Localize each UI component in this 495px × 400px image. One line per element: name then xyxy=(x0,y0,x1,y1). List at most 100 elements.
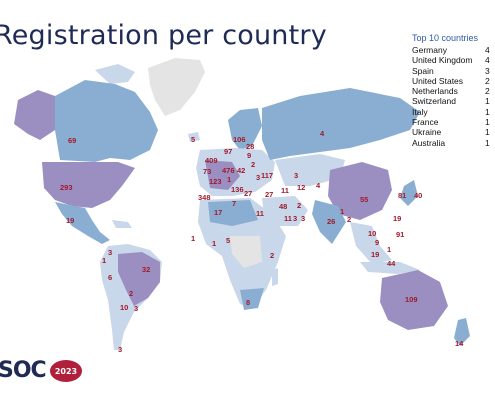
top10-value: 1 xyxy=(485,127,490,138)
region-australia xyxy=(380,270,448,330)
map-label: 2 xyxy=(270,251,274,260)
region-china xyxy=(328,162,392,220)
region-central-asia xyxy=(275,154,345,186)
top10-panel: Top 10 countries Germany 4 United Kingdom… xyxy=(412,33,495,148)
top10-country: Switzerland xyxy=(412,96,456,107)
top10-country: France xyxy=(412,117,439,128)
map-label: 3 xyxy=(301,214,305,223)
region-greenland xyxy=(148,58,205,116)
region-north-africa xyxy=(208,200,258,226)
map-label: 19 xyxy=(393,214,401,223)
map-label: 81 xyxy=(398,191,406,200)
map-label: 109 xyxy=(405,295,418,304)
map-label: 10 xyxy=(368,229,376,238)
map-label: 5 xyxy=(191,135,195,144)
map-label: 5 xyxy=(226,236,230,245)
top10-country: Ukraine xyxy=(412,127,442,138)
top10-row: Germany 4 xyxy=(412,45,495,55)
top10-value: 2 xyxy=(485,86,490,97)
map-label: 73 xyxy=(203,167,211,176)
region-brazil xyxy=(118,252,160,306)
top10-country: Spain xyxy=(412,65,434,76)
map-label: 91 xyxy=(396,230,404,239)
top10-row: Spain 3 xyxy=(412,66,495,76)
map-label: 3 xyxy=(294,171,298,180)
top10-value: 2 xyxy=(485,75,490,86)
top10-row: Switzerland 1 xyxy=(412,96,495,106)
map-label: 10 xyxy=(120,303,128,312)
map-label: 97 xyxy=(224,147,232,156)
map-label: 2 xyxy=(129,289,133,298)
top10-value: 1 xyxy=(485,106,490,117)
map-label: 42 xyxy=(237,166,245,175)
region-alaska xyxy=(14,90,58,140)
map-label: 3 xyxy=(256,173,260,182)
top10-country: United States xyxy=(412,75,464,86)
top10-row: Netherlands 2 xyxy=(412,86,495,96)
top10-row: France 1 xyxy=(412,117,495,127)
top10-value: 3 xyxy=(485,65,490,76)
map-label: 1 xyxy=(227,175,231,184)
region-russia xyxy=(262,88,420,160)
map-label: 9 xyxy=(247,151,251,160)
top10-row: Australia 1 xyxy=(412,138,495,148)
logo-year-badge: 2023 xyxy=(50,360,82,382)
region-mexico xyxy=(55,202,110,244)
map-label: 4 xyxy=(316,181,321,190)
map-label: 11 xyxy=(284,214,292,223)
map-label: 117 xyxy=(261,171,273,180)
map-label: 409 xyxy=(205,156,218,165)
region-indonesia xyxy=(360,262,420,274)
top10-country: Italy xyxy=(412,106,428,117)
top10-value: 1 xyxy=(485,117,490,128)
map-label: 293 xyxy=(60,183,73,192)
logo-wordmark: SOC xyxy=(0,358,47,383)
map-label: 8 xyxy=(246,298,250,307)
map-label: 136 xyxy=(231,185,244,194)
map-label: 69 xyxy=(68,136,76,145)
top10-country: Germany xyxy=(412,45,447,55)
map-label: 1 xyxy=(387,245,391,254)
map-label: 3 xyxy=(118,345,122,354)
map-label: 40 xyxy=(414,191,422,200)
map-label: 1 xyxy=(102,256,106,265)
map-label: 27 xyxy=(265,190,273,199)
map-label: 32 xyxy=(142,265,150,274)
top10-country: United Kingdom xyxy=(412,55,473,66)
top10-value: 4 xyxy=(485,45,490,55)
top10-value: 1 xyxy=(485,137,490,148)
map-label: 26 xyxy=(327,217,335,226)
region-india xyxy=(312,200,346,244)
top10-country: Australia xyxy=(412,137,446,148)
map-label: 6 xyxy=(108,273,112,282)
region-south-africa xyxy=(240,288,264,310)
map-label: 1 xyxy=(340,207,344,216)
region-madagascar xyxy=(272,268,278,286)
map-label: 2 xyxy=(251,160,255,169)
region-se-asia xyxy=(350,222,392,264)
region-iceland xyxy=(188,132,200,142)
map-label: 12 xyxy=(297,183,305,192)
map-label: 28 xyxy=(246,142,254,151)
map-label: 2 xyxy=(297,201,301,210)
map-label: 1 xyxy=(212,239,216,248)
map-label: 3 xyxy=(108,248,112,257)
map-label: 4 xyxy=(320,129,325,138)
region-western-europe xyxy=(205,160,240,190)
region-canada xyxy=(55,80,158,162)
map-label: 48 xyxy=(279,202,287,211)
map-label: 17 xyxy=(214,208,222,217)
map-label: 55 xyxy=(360,195,368,204)
map-label: 3 xyxy=(134,304,138,313)
top10-value: 4 xyxy=(485,55,490,66)
map-label: 476 xyxy=(222,166,235,175)
region-scandinavia xyxy=(228,108,262,150)
map-label: 106 xyxy=(233,135,246,144)
region-usa xyxy=(42,162,135,208)
top10-country: Netherlands xyxy=(412,86,458,97)
top10-row: Italy 1 xyxy=(412,107,495,117)
map-label: 348 xyxy=(198,193,211,202)
top10-row: Ukraine 1 xyxy=(412,127,495,137)
map-label: 14 xyxy=(455,339,464,348)
